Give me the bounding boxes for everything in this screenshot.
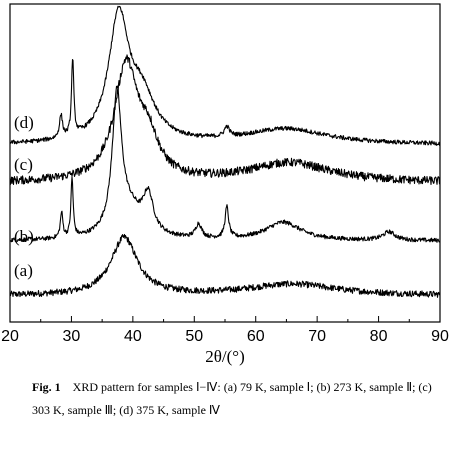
series-labels: (a) (b) (c) (d) bbox=[14, 113, 34, 280]
x-axis-label: 2θ/(°) bbox=[205, 347, 245, 366]
series-line-a bbox=[9, 233, 441, 298]
x-tick-label: 40 bbox=[124, 328, 142, 345]
series-label-b: (b) bbox=[14, 227, 34, 246]
x-tick-label: 70 bbox=[308, 328, 326, 345]
plot-frame bbox=[9, 3, 441, 323]
series-line-b bbox=[9, 85, 441, 243]
x-tick-label: 60 bbox=[247, 328, 265, 345]
x-tick-label: 50 bbox=[185, 328, 203, 345]
curves-layer bbox=[9, 5, 441, 298]
x-ticks: 20 30 40 50 60 70 80 90 bbox=[1, 316, 449, 345]
x-tick-label: 90 bbox=[431, 328, 449, 345]
series-label-c: (c) bbox=[14, 155, 33, 174]
series-line-d bbox=[9, 5, 441, 146]
series-label-a: (a) bbox=[14, 261, 33, 280]
figure-caption: Fig. 1 XRD pattern for samples Ⅰ−Ⅳ: (a) … bbox=[32, 376, 432, 422]
series-label-d: (d) bbox=[14, 113, 34, 132]
x-tick-label: 80 bbox=[370, 328, 388, 345]
caption-text: XRD pattern for samples Ⅰ−Ⅳ: (a) 79 K, s… bbox=[32, 380, 432, 417]
xrd-chart: 20 30 40 50 60 70 80 90 (a) (b) (c) (d) 2θ/(°) bbox=[1, 3, 449, 366]
x-tick-label: 20 bbox=[1, 328, 19, 345]
series-line-c bbox=[9, 54, 441, 186]
x-tick-label: 30 bbox=[63, 328, 81, 345]
caption-label: Fig. 1 bbox=[32, 380, 61, 394]
